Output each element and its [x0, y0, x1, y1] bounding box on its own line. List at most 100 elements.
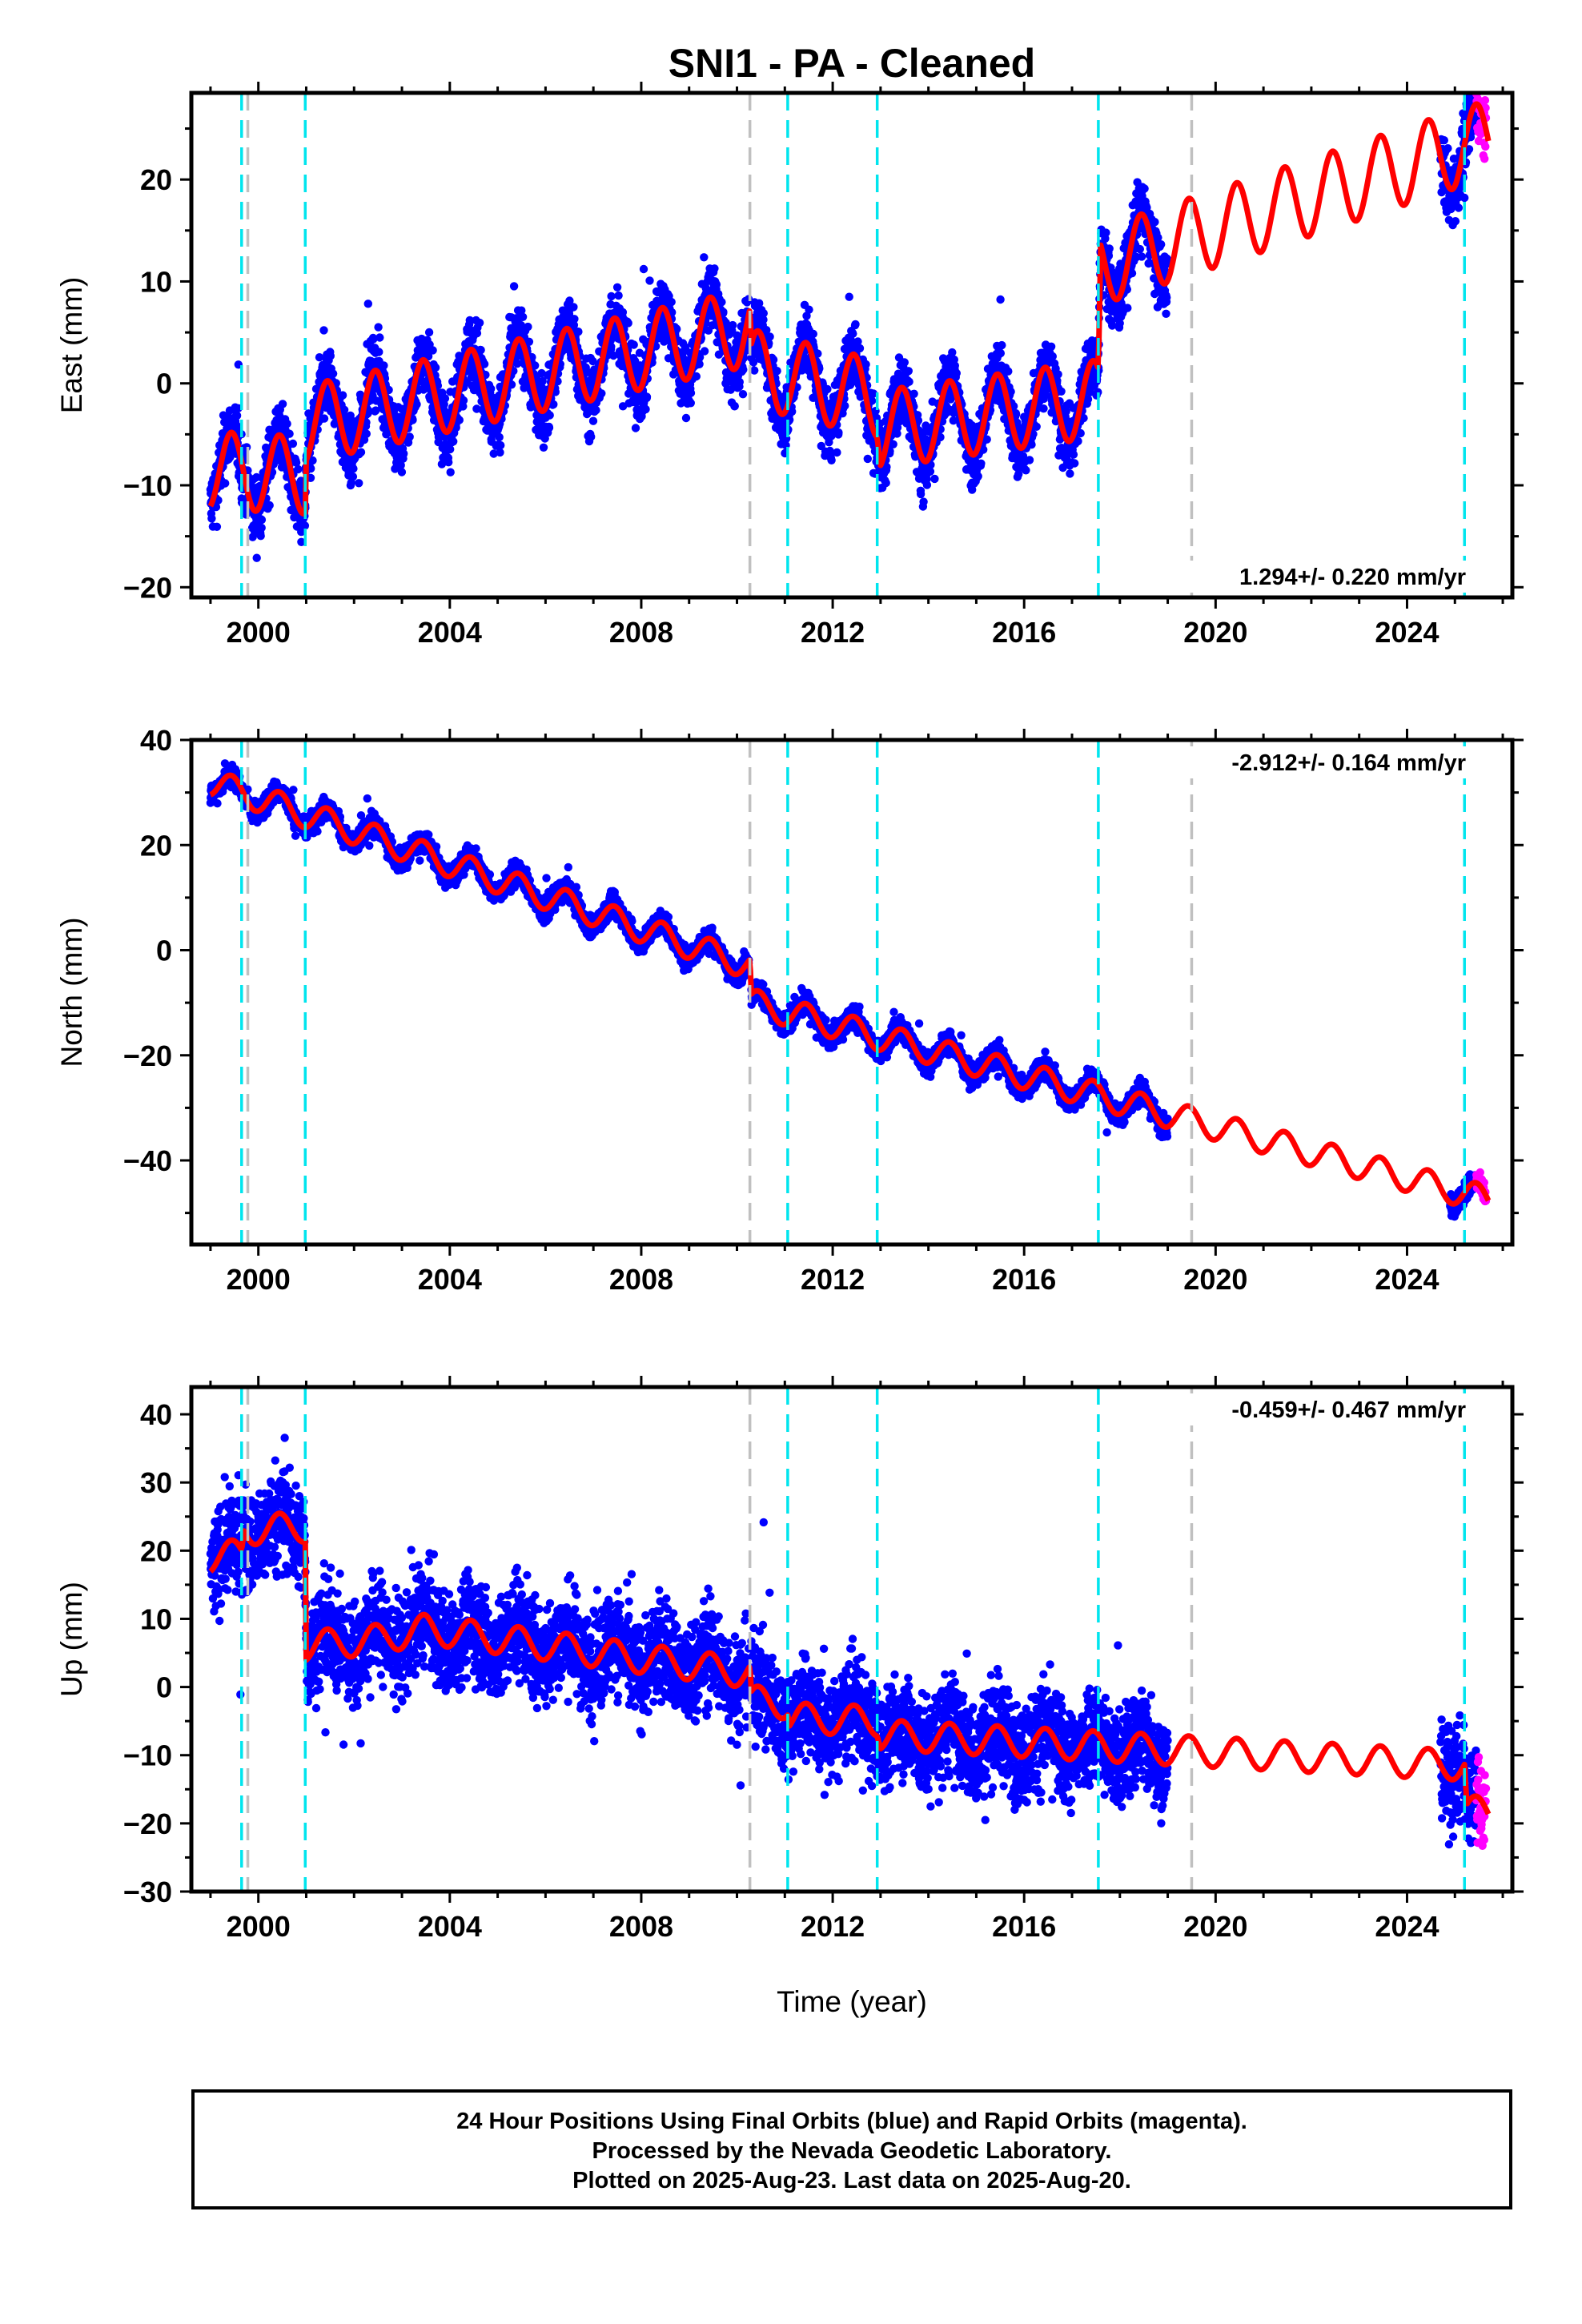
data-point [265, 501, 274, 510]
data-point [1439, 136, 1449, 145]
data-point [1140, 184, 1149, 193]
data-point [207, 514, 216, 523]
data-point [1048, 352, 1058, 361]
data-point [893, 423, 902, 432]
data-point [849, 329, 857, 338]
data-point [1032, 422, 1041, 431]
data-point [1471, 79, 1479, 87]
data-point [459, 396, 468, 405]
data-point [449, 437, 458, 446]
data-point [1481, 142, 1490, 151]
data-point [893, 429, 901, 438]
data-point [904, 367, 913, 376]
data-point [930, 474, 939, 484]
data-point [1054, 370, 1062, 379]
data-point [285, 429, 294, 438]
data-point [755, 299, 764, 308]
data-point [1006, 387, 1015, 396]
data-point [1046, 342, 1056, 351]
data-point [509, 282, 519, 291]
data-point [855, 344, 865, 353]
data-point [1123, 304, 1132, 312]
data-point [700, 347, 709, 356]
data-point [339, 405, 349, 414]
data-point [749, 358, 758, 367]
data-point [762, 326, 771, 335]
data-point [609, 351, 618, 360]
data-point [517, 306, 526, 315]
data-point [1076, 428, 1085, 438]
data-point [1069, 450, 1078, 459]
data-point [979, 445, 988, 454]
data-point [712, 280, 721, 289]
data-point [900, 358, 909, 367]
panel-east: 2000 2004 2008 2012 2016 2020 2024−20−1001020E… [55, 79, 1524, 649]
data-point [1480, 96, 1490, 105]
data-point [642, 392, 652, 401]
data-point [1162, 293, 1171, 302]
data-point [257, 515, 267, 525]
data-point [405, 432, 414, 441]
chart-title: SNI1 - PA - Cleaned [669, 41, 1035, 86]
data-point [374, 323, 383, 332]
data-point [396, 460, 405, 470]
data-point [328, 369, 338, 378]
data-point [487, 384, 496, 393]
data-point [686, 399, 695, 408]
data-point [252, 553, 261, 562]
data-point [362, 429, 371, 438]
data-point [338, 391, 347, 400]
data-point [1451, 217, 1460, 226]
data-point [300, 521, 310, 530]
data-point [861, 360, 870, 369]
data-point [1105, 244, 1114, 253]
data-point [496, 448, 504, 457]
data-point [291, 458, 301, 467]
data-point [588, 356, 597, 366]
data-point [1162, 309, 1170, 318]
data-point [1062, 407, 1070, 416]
data-point [631, 424, 640, 432]
data-point [1079, 413, 1088, 423]
data-point [996, 348, 1006, 358]
data-point [739, 365, 748, 374]
data-point [480, 360, 489, 368]
data-point [916, 489, 926, 499]
data-point [996, 295, 1005, 304]
data-point [607, 342, 616, 352]
plot-area-east [206, 79, 1492, 562]
data-point [355, 479, 363, 488]
data-point [950, 361, 960, 370]
data-point [948, 348, 957, 357]
data-point [232, 411, 242, 420]
data-point [919, 497, 928, 506]
data-point [597, 389, 606, 398]
data-point [364, 407, 374, 416]
data-point [645, 276, 654, 285]
data-point [1102, 228, 1110, 237]
data-point [853, 337, 862, 346]
data-point [673, 324, 681, 334]
data-point [283, 420, 291, 428]
data-point [588, 416, 598, 425]
data-point [428, 346, 437, 355]
data-point [841, 401, 849, 410]
data-point [349, 464, 358, 473]
data-point [759, 309, 768, 318]
data-point [375, 348, 383, 356]
data-point [475, 318, 484, 328]
data-point [773, 367, 781, 376]
data-point [882, 462, 891, 472]
data-point [379, 361, 388, 370]
data-point [288, 439, 298, 448]
data-point [518, 312, 528, 321]
data-point [726, 385, 735, 394]
data-point [905, 377, 913, 386]
data-point [759, 316, 768, 324]
data-point [524, 322, 532, 332]
data-point [1443, 144, 1452, 153]
data-point [437, 460, 447, 468]
data-point [881, 478, 890, 488]
data-point [1025, 456, 1034, 464]
data-point [431, 363, 440, 372]
